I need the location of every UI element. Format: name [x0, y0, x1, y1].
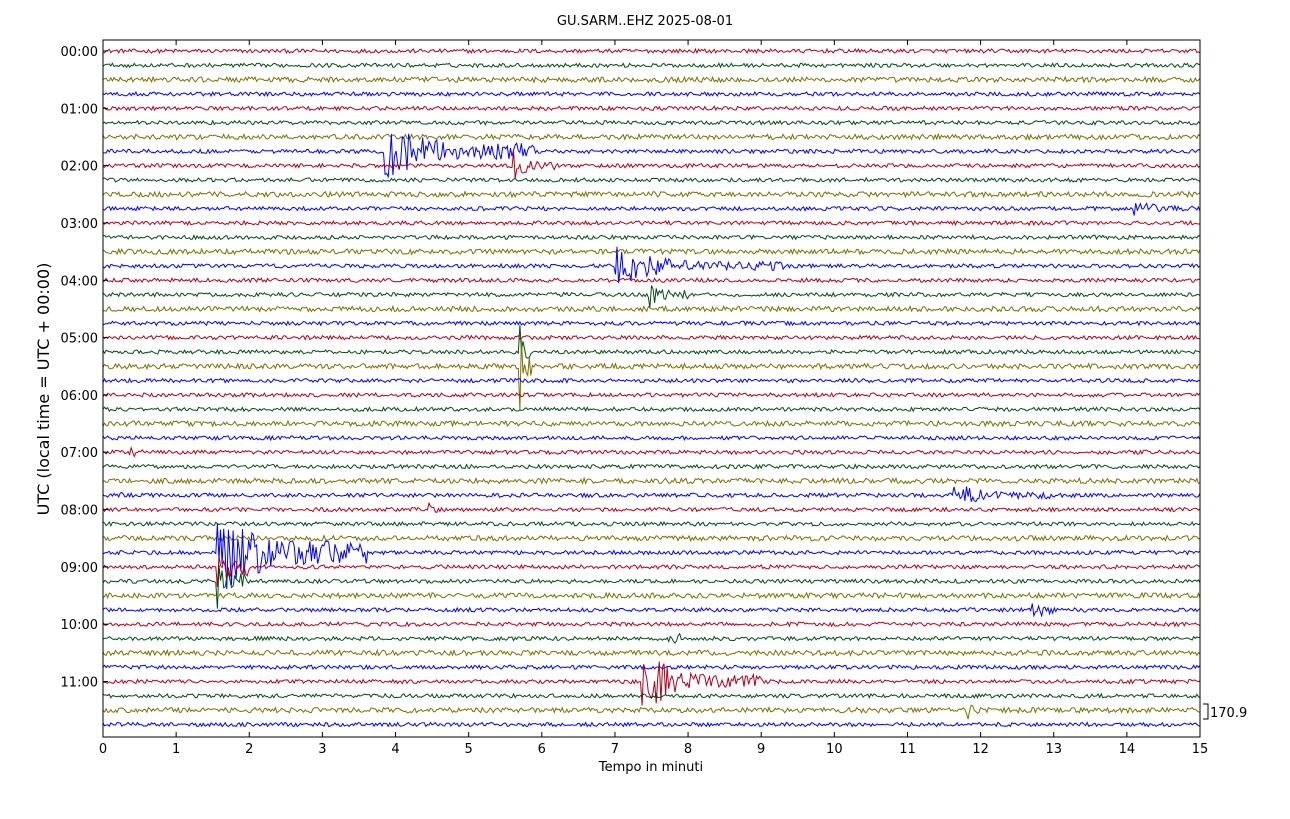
trace-row-3 — [102, 90, 1201, 98]
y-tick-label: 07:00 — [61, 446, 98, 461]
trace-row-1 — [102, 62, 1201, 69]
x-axis-label: Tempo in minuti — [598, 760, 703, 775]
trace-row-9 — [102, 176, 1201, 184]
plot-frame — [102, 39, 1201, 738]
trace-row-36 — [102, 555, 1201, 587]
x-tick-label: 10 — [826, 742, 843, 757]
x-axis: 0 1 2 3 4 5 6 7 8 9 10 11 12 13 14 15 — [99, 40, 1208, 757]
trace-row-37 — [102, 565, 1201, 609]
x-tick-label: 9 — [757, 742, 765, 757]
trace-row-11 — [102, 202, 1201, 216]
amplitude-scale-bar: 170.9 — [1203, 703, 1247, 721]
y-tick-label: 04:00 — [61, 274, 98, 289]
trace-row-17 — [102, 285, 1201, 308]
x-tick-label: 6 — [538, 742, 546, 757]
x-tick-label: 7 — [611, 742, 619, 757]
x-tick-label: 0 — [99, 742, 107, 757]
x-tick-label: 5 — [465, 742, 473, 757]
trace-row-21 — [102, 325, 1201, 359]
trace-row-24 — [102, 391, 1201, 399]
trace-row-23 — [102, 377, 1201, 384]
trace-row-2 — [102, 75, 1201, 84]
scale-label: 170.9 — [1210, 706, 1247, 721]
scale-bracket — [1203, 703, 1209, 720]
trace-row-41 — [102, 632, 1201, 644]
trace-row-31 — [102, 486, 1201, 503]
y-tick-label: 02:00 — [61, 160, 98, 175]
trace-row-30 — [102, 476, 1201, 485]
trace-row-38 — [102, 591, 1201, 600]
trace-row-28 — [102, 446, 1201, 458]
y-tick-label: 09:00 — [61, 561, 98, 576]
trace-row-0 — [103, 47, 1201, 55]
trace-row-16 — [102, 277, 1201, 284]
trace-row-42 — [102, 648, 1201, 657]
x-tick-label: 12 — [972, 742, 989, 757]
trace-row-32 — [102, 501, 1201, 514]
trace-row-4 — [102, 105, 1201, 112]
trace-row-46 — [102, 704, 1201, 720]
trace-row-14 — [102, 247, 1201, 256]
y-tick-label: 06:00 — [61, 389, 98, 404]
x-tick-label: 14 — [1119, 742, 1136, 757]
x-tick-label: 1 — [172, 742, 180, 757]
trace-row-13 — [102, 234, 1201, 241]
trace-row-8 — [102, 150, 1201, 179]
y-axis: 00:00 01:00 02:00 03:00 04:00 05:00 06:00 07:00… — [61, 45, 108, 691]
trace-row-27 — [102, 434, 1201, 442]
trace-row-26 — [102, 419, 1201, 428]
trace-row-45 — [102, 692, 1201, 699]
y-axis-label: UTC (local time = UTC + 00:00) — [34, 263, 53, 516]
trace-row-29 — [102, 463, 1201, 470]
trace-row-33 — [102, 520, 1201, 528]
trace-group — [102, 47, 1201, 728]
trace-row-18 — [102, 304, 1201, 313]
x-tick-label: 2 — [245, 742, 253, 757]
trace-row-20 — [102, 334, 1201, 341]
x-tick-label: 13 — [1045, 742, 1062, 757]
trace-row-6 — [102, 132, 1201, 142]
trace-row-39 — [102, 603, 1201, 618]
y-tick-label: 10:00 — [61, 618, 98, 633]
trace-row-19 — [102, 320, 1201, 327]
trace-row-5 — [102, 119, 1201, 126]
x-tick-label: 15 — [1192, 742, 1209, 757]
trace-row-22 — [102, 339, 1201, 410]
x-tick-label: 4 — [391, 742, 399, 757]
x-tick-label: 11 — [899, 742, 916, 757]
trace-row-12 — [102, 219, 1200, 227]
y-tick-label: 08:00 — [61, 504, 98, 519]
trace-row-40 — [102, 621, 1201, 628]
trace-row-47 — [102, 721, 1201, 728]
trace-row-35 — [102, 523, 1201, 590]
y-tick-label: 11:00 — [61, 676, 98, 691]
trace-row-10 — [102, 190, 1201, 199]
trace-row-25 — [102, 406, 1201, 413]
trace-row-7 — [102, 133, 1201, 179]
trace-row-15 — [102, 246, 1201, 284]
trace-row-34 — [102, 534, 1201, 543]
y-tick-label: 01:00 — [61, 102, 98, 117]
y-tick-label: 00:00 — [61, 45, 98, 60]
x-tick-label: 3 — [318, 742, 326, 757]
y-tick-label: 05:00 — [61, 332, 98, 347]
x-tick-label: 8 — [684, 742, 692, 757]
y-tick-label: 03:00 — [61, 217, 98, 232]
trace-row-43 — [102, 664, 1201, 671]
chart-title: GU.SARM..EHZ 2025-08-01 — [557, 14, 733, 29]
